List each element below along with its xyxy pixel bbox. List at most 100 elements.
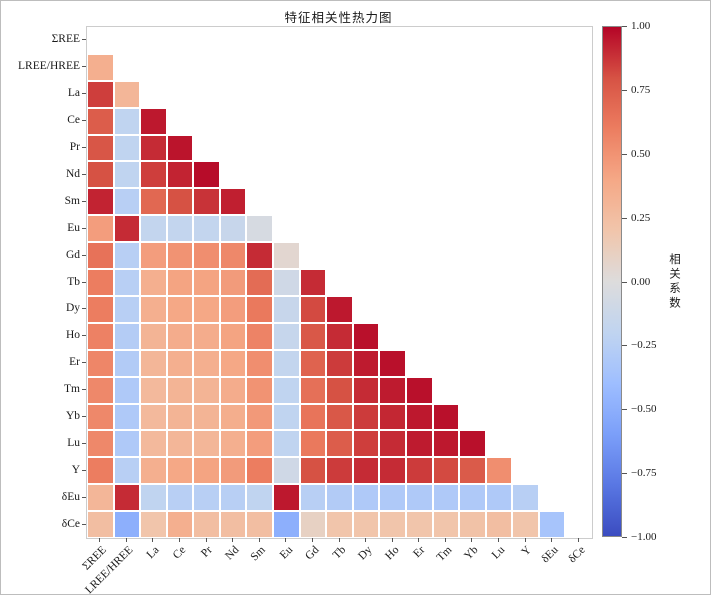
heatmap-cell-Er-La [140, 349, 167, 377]
heatmap-cell-Er-ΣREE [87, 349, 114, 377]
heatmap-cell-Tb-Sm [246, 269, 274, 296]
heatmap-cell-LREE/HREE-ΣREE [87, 53, 114, 81]
x-tick-label: Ce [170, 544, 189, 562]
heatmap-cell-Lu-Dy [352, 430, 380, 458]
heatmap-cell-Dy-Gd [299, 295, 327, 323]
x-tick-label: Sm [248, 544, 269, 564]
heatmap-cell-δEu-Tb [326, 484, 353, 512]
heatmap-cell-Ho-LREE/HREE [113, 322, 141, 350]
heatmap-cell-Nd-ΣREE [87, 161, 114, 189]
x-tick-mark [391, 538, 393, 542]
colorbar-label: 相关系数 [668, 253, 680, 311]
heatmap-cell-Er-LREE/HREE [113, 349, 141, 377]
x-tick-label: δCe [565, 544, 588, 566]
x-tick-mark [551, 538, 553, 542]
heatmap-cell-Sm-Ce [166, 188, 194, 216]
x-tick-label: La [144, 544, 162, 562]
heatmap-cell-Yb-Tb [326, 403, 353, 431]
heatmap-cell-Y-La [140, 457, 167, 485]
heatmap-cell-Pr-La [140, 134, 167, 162]
heatmap-cell-Yb-Eu [273, 403, 300, 431]
x-tick-label: Pr [199, 544, 216, 560]
colorbar-tick-mark [622, 153, 627, 155]
heatmap-cell-Ho-Tb [326, 322, 353, 350]
heatmap-cell-δEu-Lu [485, 484, 513, 512]
heatmap-cell-Er-Pr [193, 349, 220, 377]
heatmap-cell-Tb-La [140, 269, 167, 296]
colorbar-tick-mark [622, 537, 627, 538]
y-tick-label: δCe [61, 517, 80, 530]
heatmap-cell-Tm-Ce [166, 376, 194, 404]
colorbar-tick-label: 0.75 [631, 83, 651, 96]
heatmap-cell-Lu-Er [405, 430, 433, 458]
x-tick-mark [311, 538, 313, 542]
x-tick-mark [232, 538, 234, 542]
heatmap-cell-δCe-Er [405, 511, 433, 538]
heatmap-cell-Yb-Pr [193, 403, 220, 431]
heatmap-cell-Lu-Pr [193, 430, 220, 458]
heatmap-cell-Tm-LREE/HREE [113, 376, 141, 404]
x-tick-mark [577, 538, 579, 542]
heatmap-cell-Gd-Pr [193, 242, 220, 270]
colorbar-tick-mark [622, 345, 627, 347]
heatmap-cell-Lu-Ho [379, 430, 406, 458]
x-tick-mark [471, 538, 473, 542]
heatmap-cell-δCe-Lu [485, 511, 513, 538]
heatmap-cell-Lu-La [140, 430, 167, 458]
heatmap-cell-Gd-La [140, 242, 167, 270]
heatmap-cell-δEu-LREE/HREE [113, 484, 141, 512]
x-tick-label: Eu [277, 544, 295, 562]
heatmap-cell-Lu-ΣREE [87, 430, 114, 458]
x-tick-mark [258, 538, 260, 542]
colorbar-tick-mark [622, 26, 627, 27]
heatmap-cell-Eu-La [140, 215, 167, 243]
heatmap-cell-Tm-Sm [246, 376, 274, 404]
colorbar-tick-label: −0.75 [631, 467, 657, 480]
y-tick-label: Lu [67, 436, 80, 449]
x-tick-mark [125, 538, 127, 542]
heatmap-cell-δEu-ΣREE [87, 484, 114, 512]
heatmap-cell-Y-Ce [166, 457, 194, 485]
heatmap-cell-Y-Eu [273, 457, 300, 485]
y-tick-label: Ho [65, 329, 80, 342]
y-tick-mark [82, 39, 86, 41]
y-tick-label: Tb [67, 275, 80, 288]
colorbar-tick-label: −0.25 [631, 339, 657, 352]
y-tick-mark [82, 389, 86, 391]
heatmap-cell-δEu-Er [405, 484, 433, 512]
heatmap-cell-Er-Dy [352, 349, 380, 377]
heatmap-cell-Yb-Ho [379, 403, 406, 431]
x-tick-label: Gd [302, 544, 322, 563]
heatmap-cell-Nd-LREE/HREE [113, 161, 141, 189]
y-tick-mark [82, 496, 86, 498]
heatmap-cell-Er-Gd [299, 349, 327, 377]
heatmap-cell-Gd-LREE/HREE [113, 242, 141, 270]
heatmap-cell-Tb-Gd [299, 269, 327, 296]
heatmap-cell-Lu-Eu [273, 430, 300, 458]
colorbar-tick-label: 1.00 [631, 20, 651, 32]
y-tick-mark [82, 523, 86, 525]
heatmap-cell-Ce-LREE/HREE [113, 107, 141, 135]
x-tick-label: Ho [382, 544, 402, 563]
heatmap-cell-Sm-LREE/HREE [113, 188, 141, 216]
x-tick-mark [152, 538, 154, 542]
y-tick-mark [82, 335, 86, 337]
heatmap-cell-Er-Tb [326, 349, 353, 377]
x-tick-label: Lu [489, 544, 508, 562]
heatmap-cell-δCe-Y [512, 511, 539, 538]
y-tick-label: Eu [67, 221, 80, 234]
heatmap-cell-Y-Tm [432, 457, 460, 485]
y-tick-label: Ce [67, 114, 80, 127]
heatmap-cell-La-ΣREE [87, 80, 114, 108]
heatmap-cell-Tm-ΣREE [87, 376, 114, 404]
heatmap-cell-Tb-Ce [166, 269, 194, 296]
heatmap-cell-δEu-Tm [432, 484, 460, 512]
heatmap-cell-δEu-La [140, 484, 167, 512]
y-tick-mark [82, 281, 86, 283]
heatmap-cell-δCe-Tm [432, 511, 460, 538]
heatmap-cell-Lu-Gd [299, 430, 327, 458]
heatmap-cell-δEu-Y [512, 484, 539, 512]
y-tick-label: Gd [65, 248, 80, 261]
y-tick-mark [82, 147, 86, 149]
